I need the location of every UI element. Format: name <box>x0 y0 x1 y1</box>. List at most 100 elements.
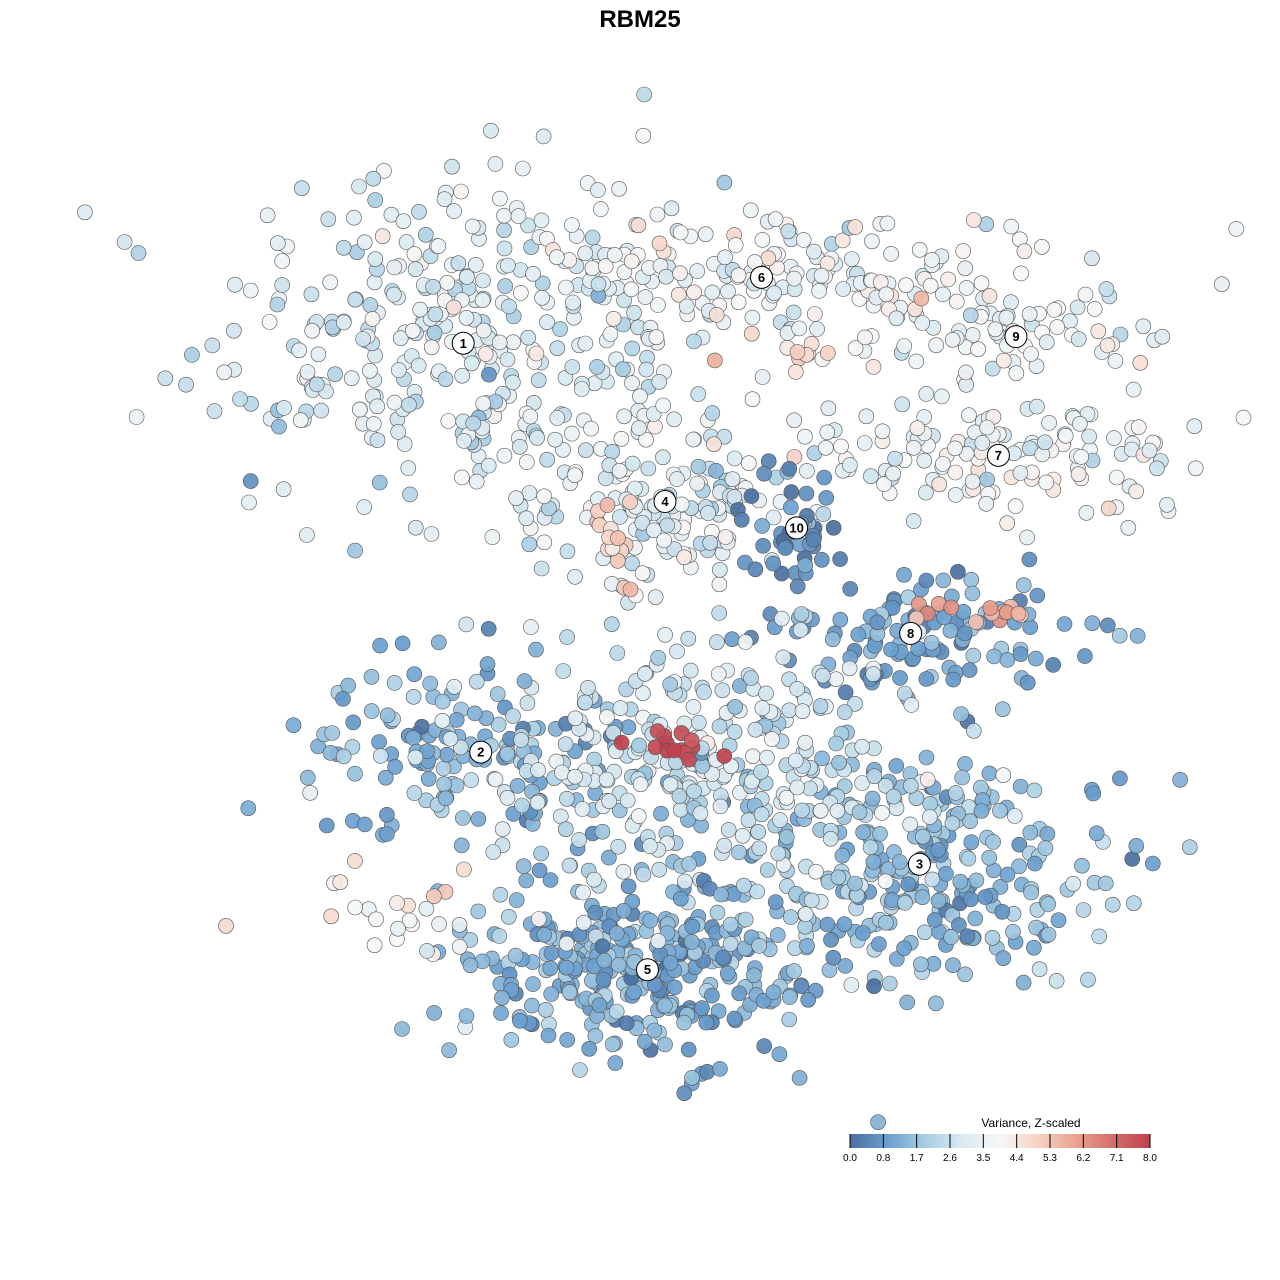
data-point <box>943 929 960 945</box>
colorbar-tick-label: 2.6 <box>943 1153 957 1164</box>
data-point <box>157 370 174 387</box>
data-point <box>320 211 337 227</box>
data-point <box>765 984 782 1001</box>
data-point <box>615 863 632 880</box>
data-point <box>656 532 673 549</box>
data-point <box>500 908 517 925</box>
data-point <box>726 1010 743 1027</box>
data-point <box>940 271 957 288</box>
data-point <box>613 430 630 447</box>
data-point <box>809 321 825 337</box>
data-point <box>678 298 695 315</box>
data-point <box>1077 286 1094 303</box>
data-point <box>709 634 725 651</box>
data-point <box>584 229 601 246</box>
data-point <box>515 858 532 875</box>
data-point <box>716 837 733 854</box>
data-point <box>493 1005 509 1021</box>
data-point <box>720 283 736 300</box>
data-point <box>261 314 278 330</box>
data-point <box>554 764 570 781</box>
data-point <box>622 581 639 598</box>
data-point <box>508 892 525 908</box>
data-point <box>680 1041 697 1058</box>
data-point <box>624 455 641 472</box>
data-point <box>624 375 640 391</box>
data-point <box>491 928 508 944</box>
data-point <box>791 320 808 337</box>
data-point <box>663 200 680 217</box>
data-point <box>685 431 702 448</box>
data-point <box>426 888 442 905</box>
data-point <box>673 496 690 513</box>
data-point <box>1040 926 1057 943</box>
data-point <box>722 916 739 933</box>
data-point <box>496 447 513 464</box>
cluster-label-badge <box>785 516 809 540</box>
data-point <box>128 409 145 425</box>
data-point <box>1182 839 1198 856</box>
data-point <box>662 776 679 793</box>
cluster-label-badge <box>635 958 659 982</box>
data-point <box>992 879 1009 895</box>
data-point <box>961 662 978 678</box>
data-point <box>332 874 349 891</box>
data-point <box>616 292 632 309</box>
data-point <box>1021 551 1038 568</box>
data-point <box>914 315 931 331</box>
data-point <box>356 499 373 515</box>
data-point <box>365 416 382 432</box>
data-point <box>1132 354 1149 371</box>
data-point <box>933 388 950 405</box>
data-point <box>863 468 879 485</box>
data-point <box>924 871 941 888</box>
data-point <box>303 286 320 303</box>
data-point <box>322 744 339 761</box>
data-point <box>684 918 701 935</box>
data-point <box>987 321 1004 338</box>
data-point <box>601 849 617 866</box>
data-point <box>616 264 633 280</box>
data-point <box>899 994 916 1011</box>
data-point <box>782 909 799 925</box>
data-point <box>682 662 699 679</box>
data-point <box>615 361 631 378</box>
data-point <box>474 292 491 309</box>
data-point <box>836 916 853 933</box>
data-point <box>944 815 961 832</box>
data-point <box>1141 442 1158 459</box>
data-point <box>630 808 647 824</box>
data-point <box>599 709 615 725</box>
data-point <box>823 931 839 948</box>
data-point <box>607 1055 624 1071</box>
data-point <box>548 249 565 266</box>
data-point <box>371 474 388 491</box>
data-point <box>999 515 1016 532</box>
data-point <box>379 826 395 842</box>
data-point <box>730 267 747 284</box>
data-point <box>960 850 977 867</box>
data-point <box>456 861 472 878</box>
data-point <box>842 581 859 597</box>
data-point <box>922 795 938 812</box>
data-point <box>744 391 761 408</box>
data-point <box>771 1046 788 1062</box>
data-point <box>793 606 810 622</box>
data-point <box>764 731 780 747</box>
data-point <box>116 234 133 250</box>
data-point <box>1187 460 1204 477</box>
data-point <box>458 309 475 326</box>
data-point <box>549 340 566 357</box>
data-point <box>530 911 547 927</box>
data-point <box>371 734 387 750</box>
data-point <box>962 307 979 324</box>
data-point <box>711 718 728 735</box>
data-point <box>1011 858 1027 875</box>
data-point <box>465 415 482 432</box>
data-point <box>603 616 620 633</box>
data-point <box>959 928 976 945</box>
data-point <box>407 519 424 536</box>
data-point <box>637 665 653 682</box>
data-point <box>369 398 386 415</box>
data-point <box>351 178 367 195</box>
